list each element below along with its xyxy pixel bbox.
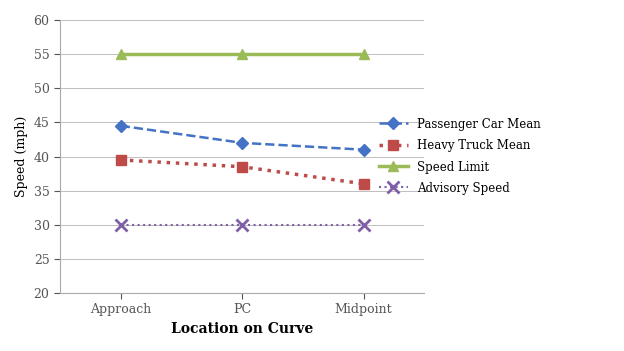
Advisory Speed: [117, 223, 124, 227]
Y-axis label: Speed (mph): Speed (mph): [15, 116, 28, 197]
Advisory Speed: [360, 223, 368, 227]
Line: Advisory Speed: Advisory Speed: [115, 219, 369, 230]
Advisory Speed: [238, 223, 246, 227]
Line: Heavy Truck Mean: Heavy Truck Mean: [116, 155, 368, 189]
Speed Limit: [238, 52, 246, 56]
Heavy Truck Mean: [238, 165, 246, 169]
Heavy Truck Mean: [117, 158, 124, 162]
Passenger Car Mean: [117, 124, 124, 128]
Speed Limit: [117, 52, 124, 56]
Heavy Truck Mean: [360, 182, 368, 186]
Speed Limit: [360, 52, 368, 56]
Passenger Car Mean: [360, 147, 368, 152]
Line: Passenger Car Mean: Passenger Car Mean: [117, 122, 368, 154]
Passenger Car Mean: [238, 141, 246, 145]
Line: Speed Limit: Speed Limit: [116, 49, 368, 59]
X-axis label: Location on Curve: Location on Curve: [171, 322, 313, 336]
Legend: Passenger Car Mean, Heavy Truck Mean, Speed Limit, Advisory Speed: Passenger Car Mean, Heavy Truck Mean, Sp…: [374, 113, 546, 200]
